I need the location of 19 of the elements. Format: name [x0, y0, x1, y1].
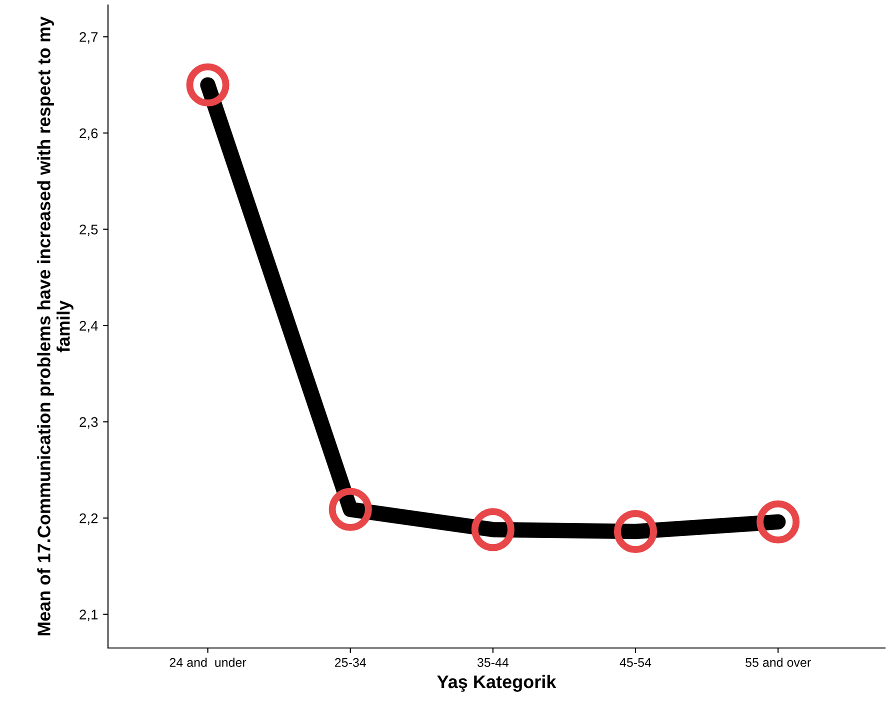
point [756, 500, 800, 544]
y-tick-label: 2,7 [80, 32, 98, 44]
y-tick-label: 2,5 [80, 224, 98, 236]
x-tick-label: 24 and under [170, 658, 246, 667]
y-tick-label: 2,2 [80, 513, 98, 525]
x-tick-label: 35-44 [477, 658, 509, 667]
point [614, 510, 658, 554]
x-tick-label: 45-54 [620, 658, 652, 667]
y-tick-label: 2,4 [80, 320, 98, 332]
x-tick-label: 25-34 [335, 658, 366, 667]
y-axis-title: Mean of 17.Communication problems have increased with respect to my family [37, 16, 74, 636]
point [186, 63, 230, 106]
point [471, 508, 514, 552]
y-tick-label: 2,6 [80, 128, 98, 140]
x-axis-title: Yaş Kategorik [437, 674, 556, 692]
point [328, 488, 372, 531]
y-tick-label: 2,3 [80, 417, 98, 429]
x-tick-label: 55 and over [746, 658, 811, 667]
y-tick-label: 2,1 [80, 610, 98, 622]
